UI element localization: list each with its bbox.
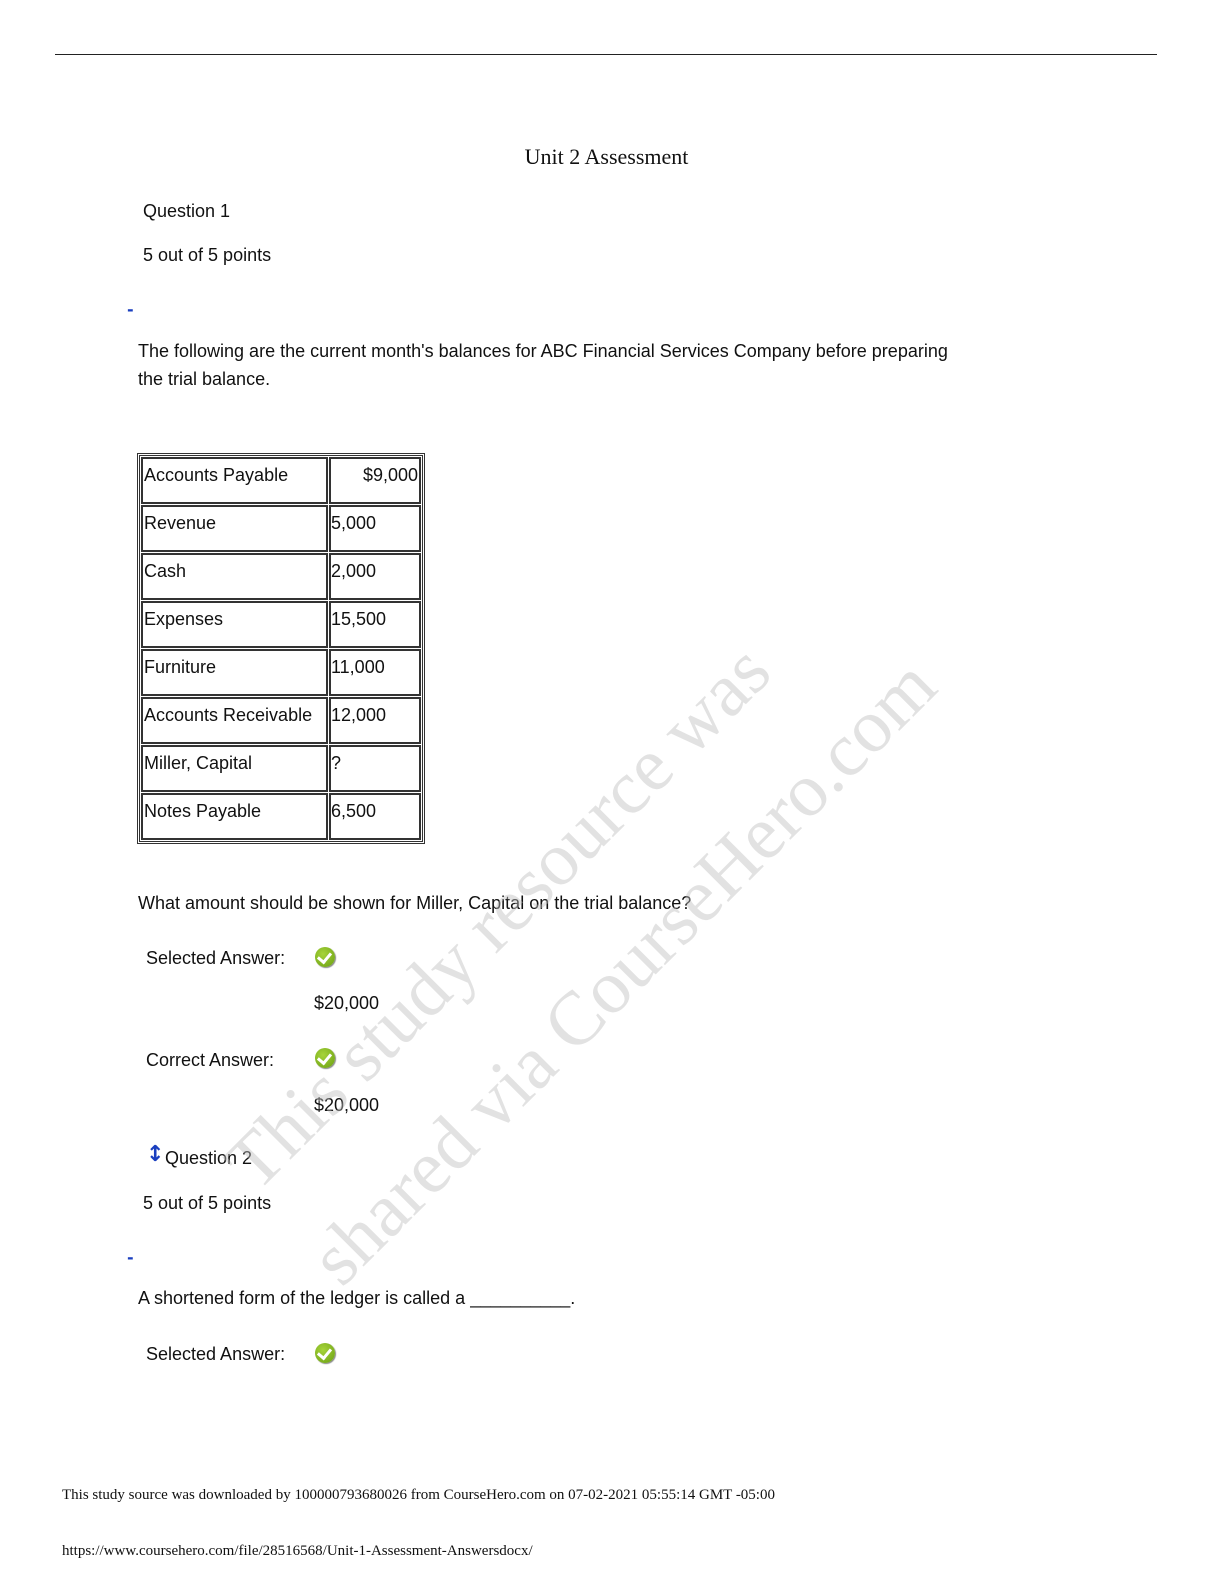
selected-answer-value: $20,000 xyxy=(314,993,380,1013)
table-row: Cash 2,000 xyxy=(141,553,421,600)
reorder-arrow-icon[interactable]: ↕ xyxy=(146,1142,165,1167)
account-balance: 6,500 xyxy=(329,793,421,840)
question-2-marker[interactable]: - xyxy=(127,1248,134,1267)
account-name: Accounts Payable xyxy=(141,457,328,504)
account-name: Revenue xyxy=(141,505,328,552)
table-row: Notes Payable 6,500 xyxy=(141,793,421,840)
account-name: Expenses xyxy=(141,601,328,648)
account-balance: 12,000 xyxy=(329,697,421,744)
question-1-text-2: the trial balance. xyxy=(138,369,271,389)
question-2-prompt: A shortened form of the ledger is called… xyxy=(138,1288,576,1308)
balances-table: Accounts Payable $9,000 Revenue 5,000 Cash 2,… xyxy=(137,453,425,844)
question-1-label: Question 1 xyxy=(143,201,231,221)
q2-selected-answer-label: Selected Answer: xyxy=(146,1344,286,1364)
account-name: Furniture xyxy=(141,649,328,696)
account-balance: ? xyxy=(329,745,421,792)
account-name: Miller, Capital xyxy=(141,745,328,792)
table-row: Furniture 11,000 xyxy=(141,649,421,696)
question-1-text: The following are the current month's ba… xyxy=(138,341,948,361)
correct-check-icon xyxy=(315,1343,335,1363)
account-balance: 11,000 xyxy=(329,649,421,696)
selected-answer-label: Selected Answer: xyxy=(146,948,286,968)
table-row: Accounts Payable $9,000 xyxy=(141,457,421,504)
account-balance: $9,000 xyxy=(329,457,421,504)
question-2-label: Question 2 xyxy=(165,1148,253,1168)
footer-url[interactable]: https://www.coursehero.com/file/28516568… xyxy=(62,1543,533,1559)
question-2-points: 5 out of 5 points xyxy=(143,1193,272,1213)
account-name: Accounts Receivable xyxy=(141,697,328,744)
footer-download-note: This study source was downloaded by 1000… xyxy=(62,1487,775,1503)
account-name: Notes Payable xyxy=(141,793,328,840)
account-balance: 15,500 xyxy=(329,601,421,648)
table-row: Accounts Receivable 12,000 xyxy=(141,697,421,744)
account-name: Cash xyxy=(141,553,328,600)
account-balance: 2,000 xyxy=(329,553,421,600)
correct-check-icon xyxy=(315,1048,335,1068)
correct-answer-value: $20,000 xyxy=(314,1095,380,1115)
question-1-points: 5 out of 5 points xyxy=(143,245,272,265)
correct-check-icon xyxy=(315,947,335,967)
table-row: Miller, Capital? xyxy=(141,745,421,792)
table-row: Expenses 15,500 xyxy=(141,601,421,648)
page-title: Unit 2 Assessment xyxy=(524,144,689,169)
question-1-prompt: What amount should be shown for Miller, … xyxy=(138,893,692,913)
table-row: Revenue 5,000 xyxy=(141,505,421,552)
account-balance: 5,000 xyxy=(329,505,421,552)
correct-answer-label: Correct Answer: xyxy=(146,1050,275,1070)
top-rule xyxy=(55,54,1157,55)
question-1-marker[interactable]: - xyxy=(127,300,134,319)
